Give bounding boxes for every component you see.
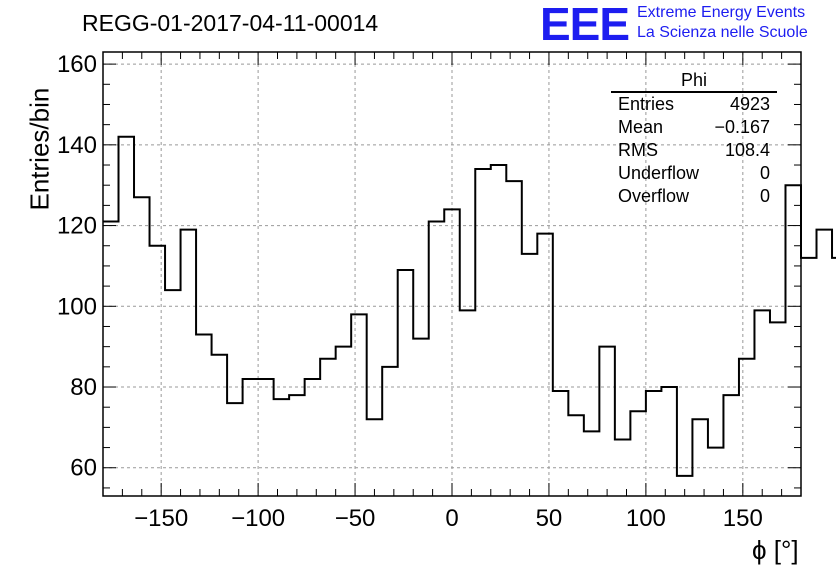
histogram-bin (754, 310, 770, 496)
histogram-bin (537, 234, 553, 496)
histogram-bin (165, 290, 181, 496)
histogram-bin (444, 209, 460, 496)
histogram-bin (491, 165, 507, 496)
histogram-bin (832, 258, 836, 496)
histogram-bin (723, 395, 739, 496)
histogram-bin (506, 181, 522, 496)
x-tick-label: −150 (134, 505, 188, 532)
histogram-bin (568, 415, 584, 496)
stats-row-entries: Entries 4923 (611, 93, 777, 116)
histogram-bin (243, 379, 259, 496)
stats-row-overflow: Overflow 0 (611, 185, 777, 208)
stats-row-mean: Mean −0.167 (611, 116, 777, 139)
y-tick-label: 60 (70, 455, 97, 482)
histogram-bin (661, 387, 677, 496)
histogram-bin (785, 185, 801, 496)
y-axis-label: Entries/bin (24, 87, 55, 211)
histogram-bin (119, 137, 135, 496)
eee-logo: EEE (540, 0, 630, 50)
org-subtitle: La Scienza nelle Scuole (637, 24, 808, 41)
histogram-bin (289, 395, 305, 496)
y-tick-label: 80 (70, 374, 97, 401)
stats-value: 0 (759, 163, 770, 183)
histogram-bin (646, 391, 662, 496)
histogram-bin (305, 379, 321, 496)
stats-value: 108.4 (724, 140, 770, 160)
chart-title: REGG-01-2017-04-11-00014 (82, 10, 379, 36)
stats-label: Underflow (618, 163, 700, 183)
histogram-bin (258, 379, 274, 496)
histogram-bin (351, 314, 367, 496)
histogram-bin (150, 246, 166, 496)
stats-row-underflow: Underflow 0 (611, 162, 777, 185)
org-name: Extreme Energy Events (637, 4, 806, 21)
x-axis-label: ϕ [°] (752, 535, 799, 565)
histogram-bin (553, 391, 569, 496)
histogram-bin (584, 431, 600, 496)
stats-label: Overflow (618, 186, 690, 206)
histogram-bin (413, 339, 429, 496)
histogram-bin (134, 197, 150, 496)
y-tick-label: 120 (57, 213, 97, 240)
histogram-bars (103, 135, 836, 496)
histogram-bin (630, 411, 646, 496)
stats-value: −0.167 (714, 117, 770, 137)
histogram-bin (320, 359, 336, 496)
histogram-bin (692, 419, 708, 496)
histogram-bin (227, 403, 243, 496)
histogram-bin (801, 258, 817, 496)
histogram-bin (103, 222, 119, 496)
x-tick-label: −100 (231, 505, 285, 532)
stats-value: 0 (759, 186, 770, 206)
histogram-bin (196, 335, 212, 496)
histogram-bin (475, 169, 491, 496)
histogram-bin (460, 310, 476, 496)
x-tick-label: 150 (723, 505, 763, 532)
histogram-bin (274, 399, 290, 496)
x-tick-label: 100 (626, 505, 666, 532)
y-tick-label: 140 (57, 132, 97, 159)
histogram-outline (103, 135, 836, 477)
stats-label: RMS (618, 140, 658, 160)
histogram-bin (615, 439, 631, 496)
histogram-bin (429, 222, 445, 496)
histogram-bin (770, 322, 786, 496)
stats-value: 4923 (729, 94, 770, 114)
histogram-bin (367, 419, 383, 496)
histogram-bin (336, 347, 352, 496)
histogram-bin (398, 270, 414, 496)
x-tick-label: −50 (335, 505, 376, 532)
histogram-bin (739, 359, 755, 496)
stats-box: Phi Entries 4923 Mean −0.167 RMS 108.4 Unde… (611, 70, 777, 208)
histogram-bin (181, 230, 197, 496)
stats-label: Entries (618, 94, 675, 114)
stats-row-rms: RMS 108.4 (611, 139, 777, 162)
y-tick-label: 160 (57, 51, 97, 78)
x-tick-label: 50 (536, 505, 563, 532)
histogram-bin (817, 230, 833, 496)
histogram-bin (599, 347, 615, 496)
stats-label: Mean (618, 117, 664, 137)
stats-title: Phi (611, 70, 777, 93)
histogram-bin (708, 448, 724, 496)
ticks: −150 −100 −50 0 50 100 150 60 80 100 120 140 160 (57, 51, 802, 532)
histogram-bin (212, 355, 228, 496)
x-tick-label: 0 (445, 505, 458, 532)
histogram-bin (382, 367, 398, 496)
histogram-bin (522, 254, 538, 496)
y-tick-label: 100 (57, 293, 97, 320)
